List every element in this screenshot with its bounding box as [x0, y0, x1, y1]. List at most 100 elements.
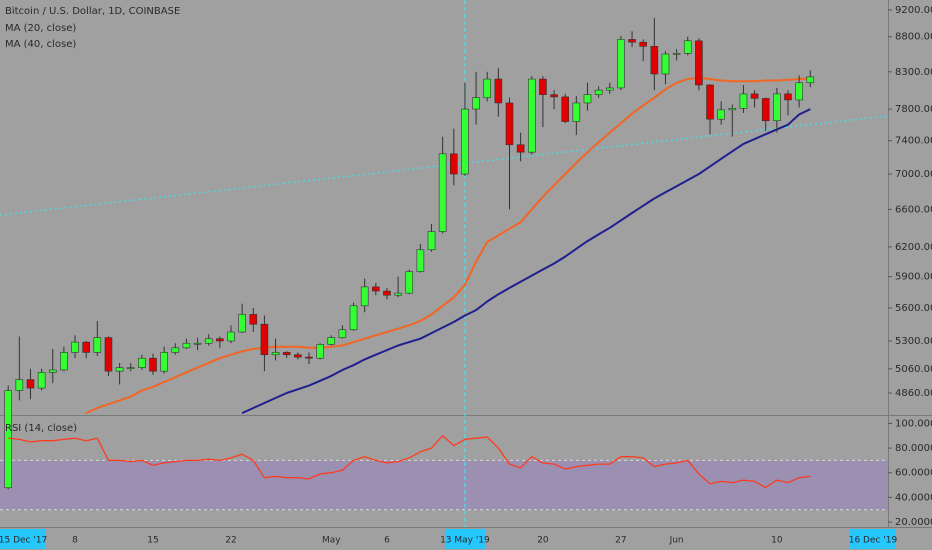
- candle-body: [416, 249, 425, 272]
- legend-ma20: MA (20, close): [5, 23, 76, 34]
- candle-body: [26, 379, 35, 389]
- candle-body: [449, 153, 458, 175]
- candle-body: [71, 341, 79, 353]
- range-label: 15 Dec '17: [0, 536, 47, 546]
- candle-body: [661, 53, 670, 75]
- candle-body: [126, 367, 135, 369]
- candle-body: [149, 357, 157, 372]
- y-tick-label: 8300.00: [895, 67, 932, 78]
- chart-title: Bitcoin / U.S. Dollar, 1D, COINBASE: [5, 6, 180, 17]
- candle-body: [617, 39, 625, 89]
- rsi-band: [0, 460, 888, 510]
- candle-body: [683, 40, 692, 54]
- x-tick-label: 6: [384, 536, 390, 546]
- candle-body: [672, 52, 681, 55]
- candle-body: [394, 292, 402, 296]
- rsi-tick-label: 80.0000: [895, 443, 932, 454]
- candle-body: [282, 352, 291, 356]
- rsi-line: [8, 435, 811, 489]
- candle-body: [182, 342, 191, 349]
- x-tick-label: Jun: [669, 536, 684, 546]
- candle-body: [249, 314, 258, 325]
- candle-body: [37, 372, 46, 389]
- candle-body: [605, 87, 614, 91]
- rsi-tick-label: 60.0000: [895, 468, 932, 479]
- x-tick-label: 22: [225, 536, 236, 546]
- x-tick-label: 20: [537, 536, 549, 546]
- rsi-tick-label: 100.0000: [895, 418, 932, 429]
- candle-body: [138, 357, 146, 368]
- x-tick-label: May: [322, 536, 341, 546]
- candle-body: [550, 94, 558, 98]
- y-tick-label: 5300.00: [895, 336, 932, 347]
- candle-body: [583, 94, 592, 104]
- candle-body: [650, 46, 659, 75]
- candle-body: [93, 337, 102, 353]
- candle-body: [483, 78, 492, 98]
- candle-body: [539, 78, 547, 95]
- candle-body: [795, 82, 803, 101]
- candle-body: [639, 41, 647, 47]
- candle-body: [4, 390, 12, 489]
- candle-body: [461, 108, 469, 175]
- candle-body: [327, 337, 336, 345]
- y-tick-label: 5060.00: [895, 364, 932, 375]
- candle-body: [750, 93, 759, 99]
- candle-body: [82, 341, 90, 353]
- candle-body: [383, 290, 391, 296]
- candle-body: [784, 93, 792, 101]
- candle-body: [494, 78, 503, 104]
- y-tick-label: 5600.00: [895, 303, 932, 314]
- candle-body: [372, 286, 380, 292]
- candle-body: [271, 352, 280, 356]
- y-tick-label: 6200.00: [895, 242, 932, 253]
- x-tick-label: 10: [771, 536, 783, 546]
- candle-body: [773, 93, 781, 122]
- candle-body: [427, 231, 436, 251]
- candle-body: [438, 153, 447, 232]
- candle-body: [294, 354, 302, 358]
- crosshair-label-box: [444, 529, 485, 549]
- candle-body: [305, 356, 313, 359]
- candle-body: [405, 271, 414, 294]
- candle-body: [472, 97, 480, 110]
- x-tick-label: 15: [147, 536, 158, 546]
- candle-body: [628, 39, 636, 43]
- candle-body: [572, 102, 581, 122]
- candle-body: [338, 329, 347, 338]
- candle-body: [706, 84, 714, 120]
- candle-body: [316, 344, 324, 359]
- candle-body: [227, 331, 235, 342]
- candle-body: [104, 337, 113, 372]
- candle-body: [561, 96, 570, 122]
- candle-body: [238, 314, 246, 333]
- candle-body: [594, 89, 603, 95]
- candle-body: [527, 78, 536, 153]
- candle-body: [360, 286, 369, 307]
- range-label-box: [850, 529, 896, 549]
- candle-body: [717, 109, 725, 120]
- rsi-tick-label: 20.0000: [895, 517, 932, 528]
- candle-body: [15, 379, 24, 391]
- candle-body: [728, 108, 737, 111]
- candle-body: [216, 338, 224, 342]
- candle-body: [739, 93, 748, 109]
- candle-body: [761, 98, 770, 122]
- rsi-label: RSI (14, close): [5, 423, 77, 434]
- y-tick-label: 8800.00: [895, 32, 932, 43]
- candle-body: [193, 342, 202, 345]
- candle-body: [160, 352, 168, 372]
- y-tick-label: 7400.00: [895, 136, 932, 147]
- range-label-box: [0, 529, 46, 549]
- y-tick-label: 4860.00: [895, 388, 932, 399]
- candle-body: [806, 76, 815, 84]
- candle-body: [505, 102, 514, 146]
- legend-ma40: MA (40, close): [5, 39, 76, 50]
- y-tick-label: 5900.00: [895, 272, 932, 283]
- candle-body: [60, 352, 68, 371]
- marks: [0, 0, 888, 527]
- candle-body: [115, 367, 124, 372]
- candle-body: [695, 40, 703, 86]
- x-tick-label: 13 May '19: [440, 536, 490, 546]
